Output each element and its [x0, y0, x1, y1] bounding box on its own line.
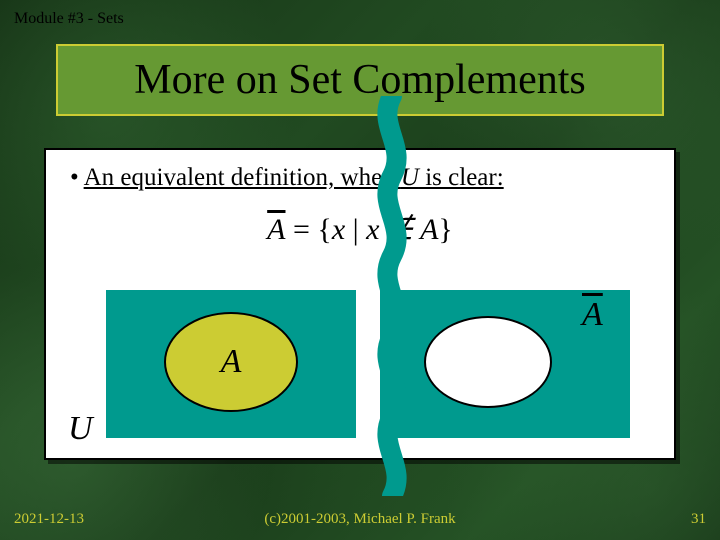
formula-x: x	[332, 213, 345, 246]
formula-lbrace: {	[317, 213, 331, 246]
footer-page-number: 31	[691, 511, 706, 528]
formula: A = {x | x ∉ A}	[46, 212, 674, 247]
content-box: • An equivalent definition, when U is cl…	[44, 148, 676, 460]
bullet-u: U	[401, 164, 419, 191]
bullet-text-b: is clear:	[419, 164, 504, 191]
venn-left-set-a: A	[164, 312, 298, 412]
venn-left-universe: A	[106, 290, 356, 438]
formula-eq: =	[286, 213, 318, 246]
venn-left-a-label: A	[221, 343, 242, 381]
module-label: Module #3 - Sets	[14, 10, 124, 28]
formula-notin: x ∉ A	[366, 213, 438, 246]
footer-copyright: (c)2001-2003, Michael P. Frank	[0, 511, 720, 528]
slide-title: More on Set Complements	[134, 56, 585, 104]
formula-mid: |	[345, 213, 366, 246]
bullet-prefix: •	[70, 164, 84, 191]
u-label: U	[68, 410, 93, 448]
bullet-text-a: An equivalent definition, when	[84, 164, 401, 191]
venn-right-ellipse	[424, 316, 552, 408]
formula-rbrace: }	[438, 213, 452, 246]
formula-abar: A	[267, 213, 285, 246]
abar-label: A	[582, 296, 603, 334]
title-box: More on Set Complements	[56, 44, 664, 116]
bullet-line: • An equivalent definition, when U is cl…	[70, 164, 504, 192]
